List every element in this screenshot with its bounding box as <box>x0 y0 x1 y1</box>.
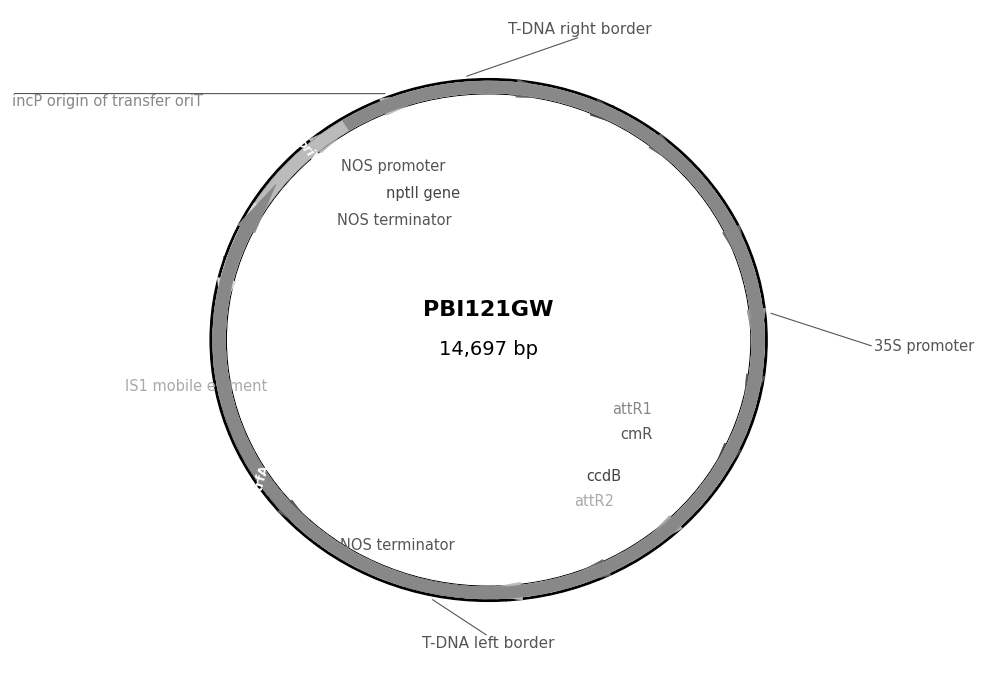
Text: attR1: attR1 <box>613 403 652 418</box>
Text: trfA: trfA <box>253 463 272 492</box>
Polygon shape <box>213 81 764 599</box>
Text: ccdB: ccdB <box>586 469 622 484</box>
Polygon shape <box>213 81 764 600</box>
Text: oriV: oriV <box>294 137 322 167</box>
Ellipse shape <box>210 79 767 601</box>
Polygon shape <box>213 81 764 599</box>
Polygon shape <box>213 81 765 599</box>
Polygon shape <box>213 82 766 599</box>
Polygon shape <box>213 80 765 599</box>
Text: T-DNA right border: T-DNA right border <box>508 22 652 37</box>
Polygon shape <box>213 81 765 599</box>
Polygon shape <box>217 203 265 313</box>
Polygon shape <box>222 404 323 539</box>
Text: attR2: attR2 <box>574 494 614 509</box>
Text: T-DNA left border: T-DNA left border <box>422 636 555 651</box>
Text: NOS promoter: NOS promoter <box>341 159 445 174</box>
Text: 14,697 bp: 14,697 bp <box>439 341 538 360</box>
Text: NOS terminator: NOS terminator <box>337 213 452 228</box>
Polygon shape <box>213 81 765 599</box>
Polygon shape <box>213 81 765 599</box>
Text: 35S promoter: 35S promoter <box>874 339 974 354</box>
Text: IS1 mobile element: IS1 mobile element <box>125 379 267 394</box>
Ellipse shape <box>228 95 750 585</box>
Text: cmR: cmR <box>620 427 652 442</box>
Polygon shape <box>213 81 764 599</box>
Text: incP origin of transfer oriT: incP origin of transfer oriT <box>12 94 203 109</box>
Text: PBI121GW: PBI121GW <box>423 300 554 320</box>
Polygon shape <box>213 81 765 599</box>
Text: NOS terminator: NOS terminator <box>340 538 455 553</box>
Text: nptII gene: nptII gene <box>386 186 460 201</box>
Polygon shape <box>213 81 764 598</box>
Polygon shape <box>213 81 765 599</box>
